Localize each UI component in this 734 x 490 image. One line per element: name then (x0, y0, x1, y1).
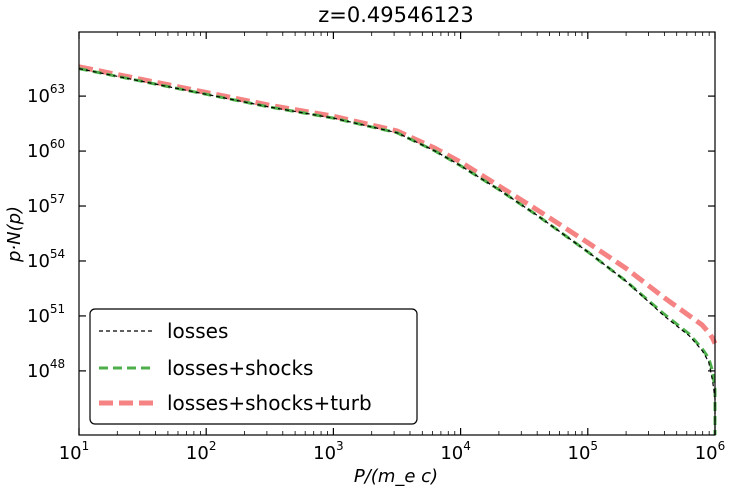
chart-title: z=0.49546123 (318, 3, 474, 27)
x-tick-label: 102 (186, 439, 217, 464)
legend-box (89, 308, 418, 425)
x-tick-label: 101 (59, 439, 90, 464)
x-tick-label: 104 (440, 439, 471, 464)
y-tick-label: 1054 (27, 247, 65, 272)
y-axis: 1048 1051 1054 1057 1060 1063 (27, 82, 715, 382)
legend-label-losses-shocks: losses+shocks (167, 356, 313, 380)
y-tick-label: 1048 (27, 357, 65, 382)
x-tick-label: 103 (313, 439, 344, 464)
legend-label-losses: losses (167, 319, 228, 343)
y-tick-label: 1060 (27, 137, 65, 162)
y-tick-label: 1057 (27, 192, 65, 217)
x-axis-label: P/(m_e c) (354, 466, 438, 487)
plot-frame (78, 31, 716, 436)
x-tick-label: 106 (695, 439, 726, 464)
x-axis: 101 102 103 104 105 106 (59, 32, 726, 464)
legend-label-losses-shocks-turb: losses+shocks+turb (167, 391, 372, 415)
series-line-losses-shocks-turb (78, 64, 718, 345)
y-tick-label: 1063 (27, 82, 65, 107)
y-axis-label: p·N(p) (4, 206, 25, 263)
series-line-losses (78, 68, 716, 435)
series-layer (78, 64, 718, 435)
x-tick-label: 105 (568, 439, 599, 464)
y-tick-label: 1051 (27, 302, 65, 327)
legend: losses losses+shocks losses+shocks+turb (89, 308, 418, 425)
